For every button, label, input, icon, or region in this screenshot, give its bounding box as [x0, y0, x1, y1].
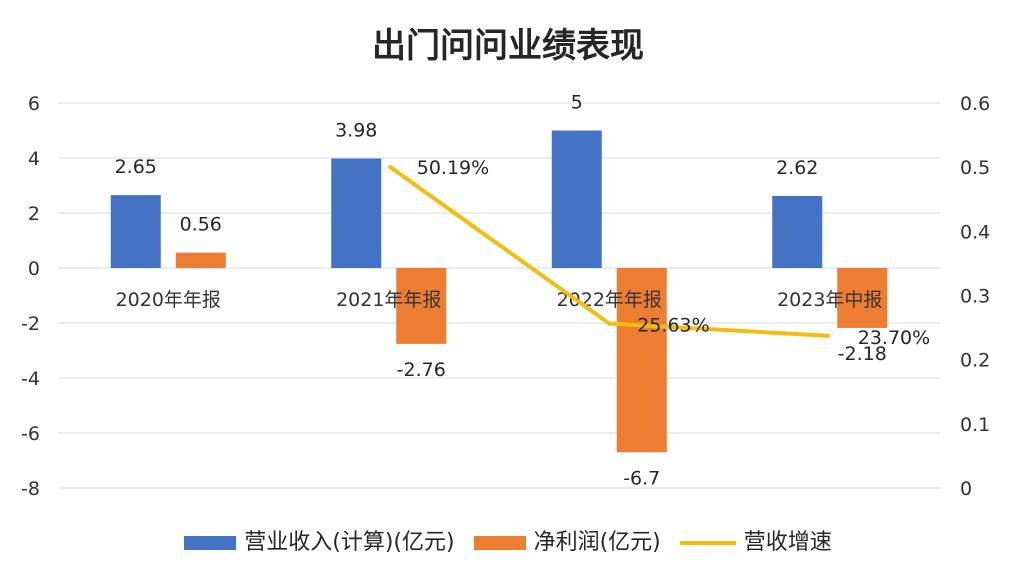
category-label: 2021年年报 [336, 289, 441, 311]
category-label: 2020年年报 [116, 289, 221, 311]
net-profit-data-label: -2.18 [838, 343, 887, 365]
right-axis-tick-label: 0.4 [960, 221, 990, 243]
left-axis-tick-label: -2 [21, 313, 40, 335]
revenue-data-label: 3.98 [335, 120, 377, 142]
revenue-bar [331, 158, 382, 268]
left-axis-tick-label: -6 [21, 423, 40, 445]
legend-swatch-revenue [184, 536, 237, 550]
chart-title: 出门问问业绩表现 [372, 26, 644, 66]
legend-swatch-net-profit [473, 536, 526, 550]
revenue-bar [551, 130, 602, 268]
left-axis-tick-label: 6 [28, 93, 40, 115]
net-profit-bar [616, 268, 667, 453]
net-profit-data-label: -6.7 [623, 467, 660, 489]
revenue-data-label: 2.62 [776, 157, 818, 179]
legend-label-net-profit: 净利润(亿元) [533, 530, 661, 555]
legend-item-revenue: 营业收入(计算)(亿元) [184, 524, 455, 556]
revenue-bar [772, 195, 823, 268]
category-label: 2022年年报 [557, 289, 662, 311]
right-axis-tick-label: 0.6 [960, 93, 990, 115]
left-axis-tick-label: -4 [21, 368, 40, 390]
legend-label-growth: 营收增速 [743, 530, 832, 555]
left-axis-tick-label: 4 [28, 148, 40, 170]
right-axis-tick-label: 0.2 [960, 350, 990, 372]
right-axis-tick-label: 0.1 [960, 414, 990, 436]
net-profit-bar [175, 252, 226, 268]
legend-item-net-profit: 净利润(亿元) [473, 524, 661, 556]
left-axis-tick-label: 0 [28, 258, 40, 280]
net-profit-bar [396, 268, 447, 344]
net-profit-bar [837, 268, 888, 328]
right-axis-tick-label: 0.3 [960, 286, 990, 308]
left-axis-tick-label: -8 [21, 478, 40, 500]
revenue-data-label: 2.65 [115, 156, 157, 178]
left-axis-tick-label: 2 [28, 203, 40, 225]
legend-swatch-growth [679, 541, 736, 545]
growth-line [387, 164, 830, 338]
revenue-bar [110, 195, 161, 268]
growth-data-label: 25.63% [637, 315, 709, 337]
growth-data-label: 50.19% [417, 157, 489, 179]
category-label: 2023年中报 [777, 289, 882, 311]
growth-data-label: 23.70% [858, 327, 930, 349]
legend-item-growth: 营收增速 [679, 524, 832, 556]
chart-legend: 营业收入(计算)(亿元) 净利润(亿元) 营收增速 [0, 524, 1016, 556]
net-profit-data-label: -2.76 [397, 359, 446, 381]
right-axis-tick-label: 0.5 [960, 157, 990, 179]
right-axis-tick-label: 0 [960, 478, 972, 500]
net-profit-data-label: 0.56 [180, 214, 222, 236]
revenue-data-label: 5 [571, 92, 583, 114]
legend-label-revenue: 营业收入(计算)(亿元) [244, 530, 455, 555]
